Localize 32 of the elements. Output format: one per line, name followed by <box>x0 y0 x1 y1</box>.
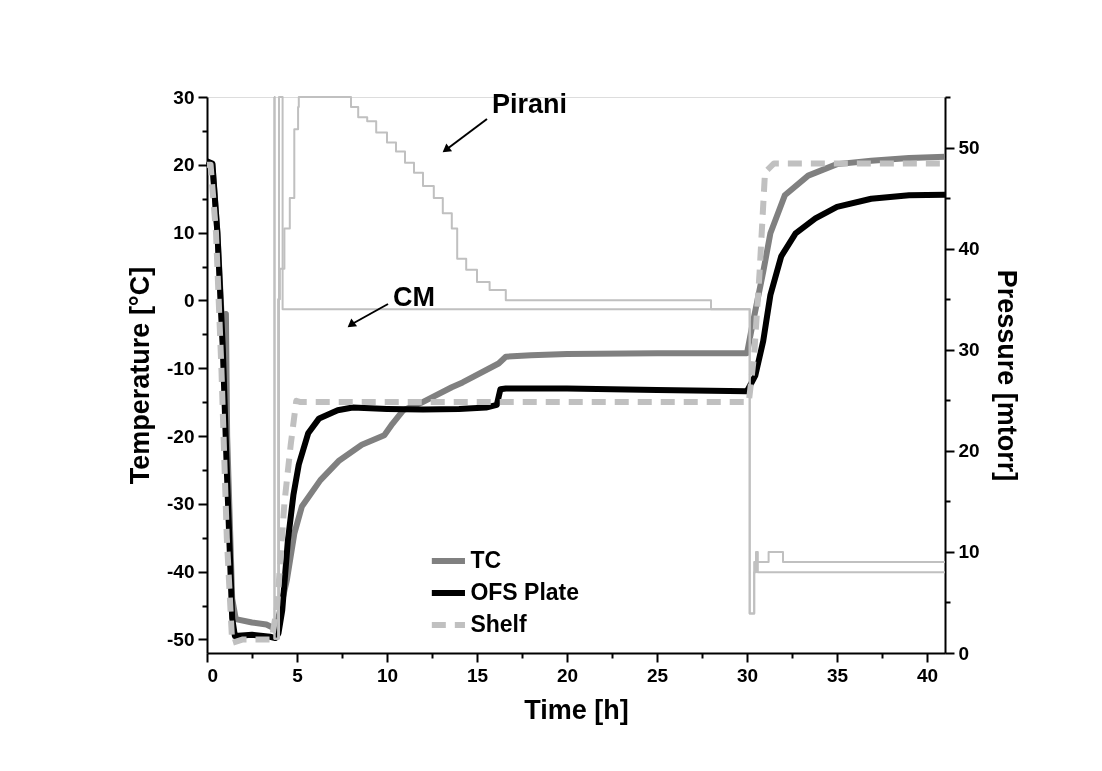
legend-label: TC <box>470 547 502 573</box>
x-tick-label: 35 <box>826 664 849 686</box>
y2-tick-label: 50 <box>958 137 980 159</box>
x-tick-label: 30 <box>736 664 759 686</box>
y2-tick-label: 40 <box>958 238 980 260</box>
y2-tick-label: 10 <box>958 541 980 563</box>
x-tick-label: 40 <box>916 664 939 686</box>
x-tick-label: 5 <box>292 664 304 686</box>
y2-tick-label: 20 <box>958 440 980 462</box>
y-tick-label: -30 <box>167 493 195 515</box>
x-tick-label: 0 <box>207 664 219 686</box>
y-tick-label: -50 <box>167 628 195 650</box>
y2-tick-label: 30 <box>958 339 980 361</box>
y2-axis-title: Pressure [mtorr] <box>991 269 1022 482</box>
y-tick-label: -40 <box>167 561 195 583</box>
y2-tick-label: 0 <box>958 642 970 664</box>
y-tick-label: -10 <box>167 357 195 379</box>
legend-label: Shelf <box>470 611 527 637</box>
legend-label: OFS Plate <box>470 579 580 605</box>
x-axis-title: Time [h] <box>524 694 629 725</box>
y-tick-label: 0 <box>183 289 195 311</box>
x-tick-label: 15 <box>466 664 489 686</box>
x-tick-label: 10 <box>376 664 399 686</box>
y-tick-label: 10 <box>173 222 195 244</box>
annotation: CM <box>393 282 435 312</box>
y-tick-label: 30 <box>173 86 195 108</box>
x-tick-label: 20 <box>556 664 579 686</box>
y-tick-label: -20 <box>167 425 195 447</box>
y-tick-label: 20 <box>173 154 195 176</box>
y-axis-title: Temperature [°C] <box>125 266 156 485</box>
x-tick-label: 25 <box>646 664 669 686</box>
annotation: Pirani <box>492 89 568 119</box>
